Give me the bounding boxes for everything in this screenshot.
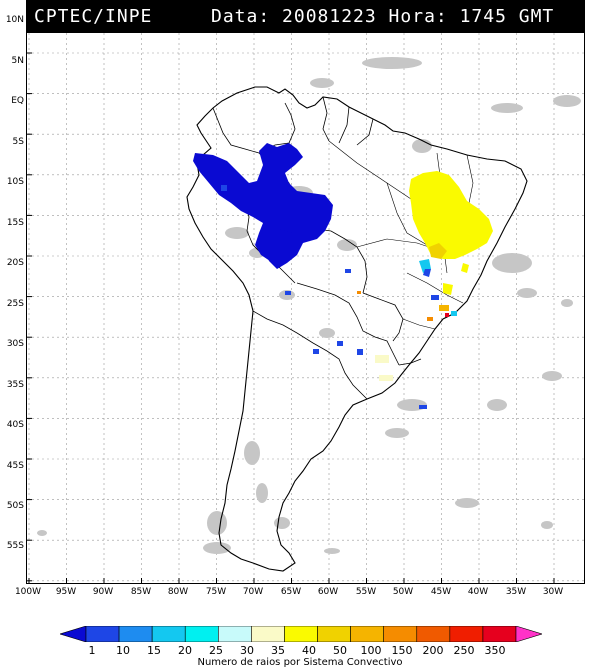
lon-label: 45W: [430, 587, 452, 597]
colorbar-label: 200: [422, 644, 444, 657]
colorbar-label: 100: [360, 644, 382, 657]
lat-label: 5S: [12, 137, 24, 147]
lightning-cluster-east: [409, 171, 493, 295]
lon-label: 65W: [280, 587, 302, 597]
lon-label: 95W: [55, 587, 77, 597]
lightning-cluster-amazon: [193, 143, 333, 269]
lat-label: 35S: [6, 380, 24, 390]
lat-label: 40S: [6, 420, 24, 430]
map-grid: [27, 33, 584, 583]
colorbar-label: 25: [209, 644, 223, 657]
colorbar-label: 20: [178, 644, 192, 657]
lightning-map: [27, 33, 584, 583]
lat-label: 20S: [6, 258, 24, 268]
lat-label: 55S: [6, 541, 24, 551]
lat-label: 50S: [6, 501, 24, 511]
lat-label: 10N: [5, 15, 24, 25]
cloud-areas: [37, 57, 581, 554]
source-label: CPTEC/INPE: [34, 6, 153, 27]
lon-label: 60W: [317, 587, 339, 597]
colorbar-segment: [317, 626, 351, 642]
lat-label: 45S: [6, 461, 24, 471]
colorbar-segment: [85, 626, 120, 642]
lon-label: 80W: [167, 587, 189, 597]
colorbar-label: 30: [240, 644, 254, 657]
lon-label: 40W: [467, 587, 489, 597]
colorbar-segment: [449, 626, 484, 642]
colorbar-segment: [383, 626, 418, 642]
colorbar-label: 50: [333, 644, 347, 657]
country-borders: [202, 96, 422, 400]
colorbar-label: 10: [116, 644, 130, 657]
colorbar-label: 35: [271, 644, 285, 657]
lon-label: 35W: [505, 587, 527, 597]
colorbar-segment: [218, 626, 252, 642]
lat-label: 15S: [6, 218, 24, 228]
lat-label: 30S: [6, 339, 24, 349]
lon-label: 30W: [542, 587, 564, 597]
map-header: CPTEC/INPE Data: 20081223 Hora: 1745 GMT: [26, 0, 585, 32]
lat-label: EQ: [11, 96, 24, 106]
colorbar-label: 40: [302, 644, 316, 657]
colorbar-segment: [416, 626, 451, 642]
colorbar-label: 150: [391, 644, 413, 657]
lat-label: 25S: [6, 299, 24, 309]
lon-label: 70W: [242, 587, 264, 597]
colorbar-segment: [251, 626, 285, 642]
lon-label: 100W: [14, 587, 42, 597]
lon-label: 50W: [392, 587, 414, 597]
lightning-cells-scattered: [221, 185, 457, 409]
colorbar-title: Numero de raios por Sistema Convectivo: [197, 657, 403, 668]
colorbar-segment: [482, 626, 517, 642]
colorbar-segment: [60, 626, 87, 642]
map-ticks: [27, 52, 555, 583]
lon-label: 55W: [355, 587, 377, 597]
colorbar: [60, 626, 542, 642]
datetime-label: Data: 20081223 Hora: 1745 GMT: [211, 6, 555, 27]
colorbar-label: 350: [484, 644, 506, 657]
colorbar-label: 250: [453, 644, 475, 657]
lat-label: 10S: [6, 177, 24, 187]
colorbar-segment: [118, 626, 153, 642]
continent-outline: [186, 86, 528, 572]
lon-label: 85W: [130, 587, 152, 597]
colorbar-segment: [515, 626, 542, 642]
colorbar-label: 1: [88, 644, 96, 657]
colorbar-segment: [350, 626, 384, 642]
map-frame: [26, 32, 585, 584]
lon-label: 75W: [205, 587, 227, 597]
lon-label: 90W: [92, 587, 114, 597]
colorbar-label: 15: [147, 644, 161, 657]
colorbar-segment: [151, 626, 186, 642]
colorbar-segment: [284, 626, 318, 642]
colorbar-segment: [184, 626, 219, 642]
lat-label: 5N: [11, 56, 24, 66]
